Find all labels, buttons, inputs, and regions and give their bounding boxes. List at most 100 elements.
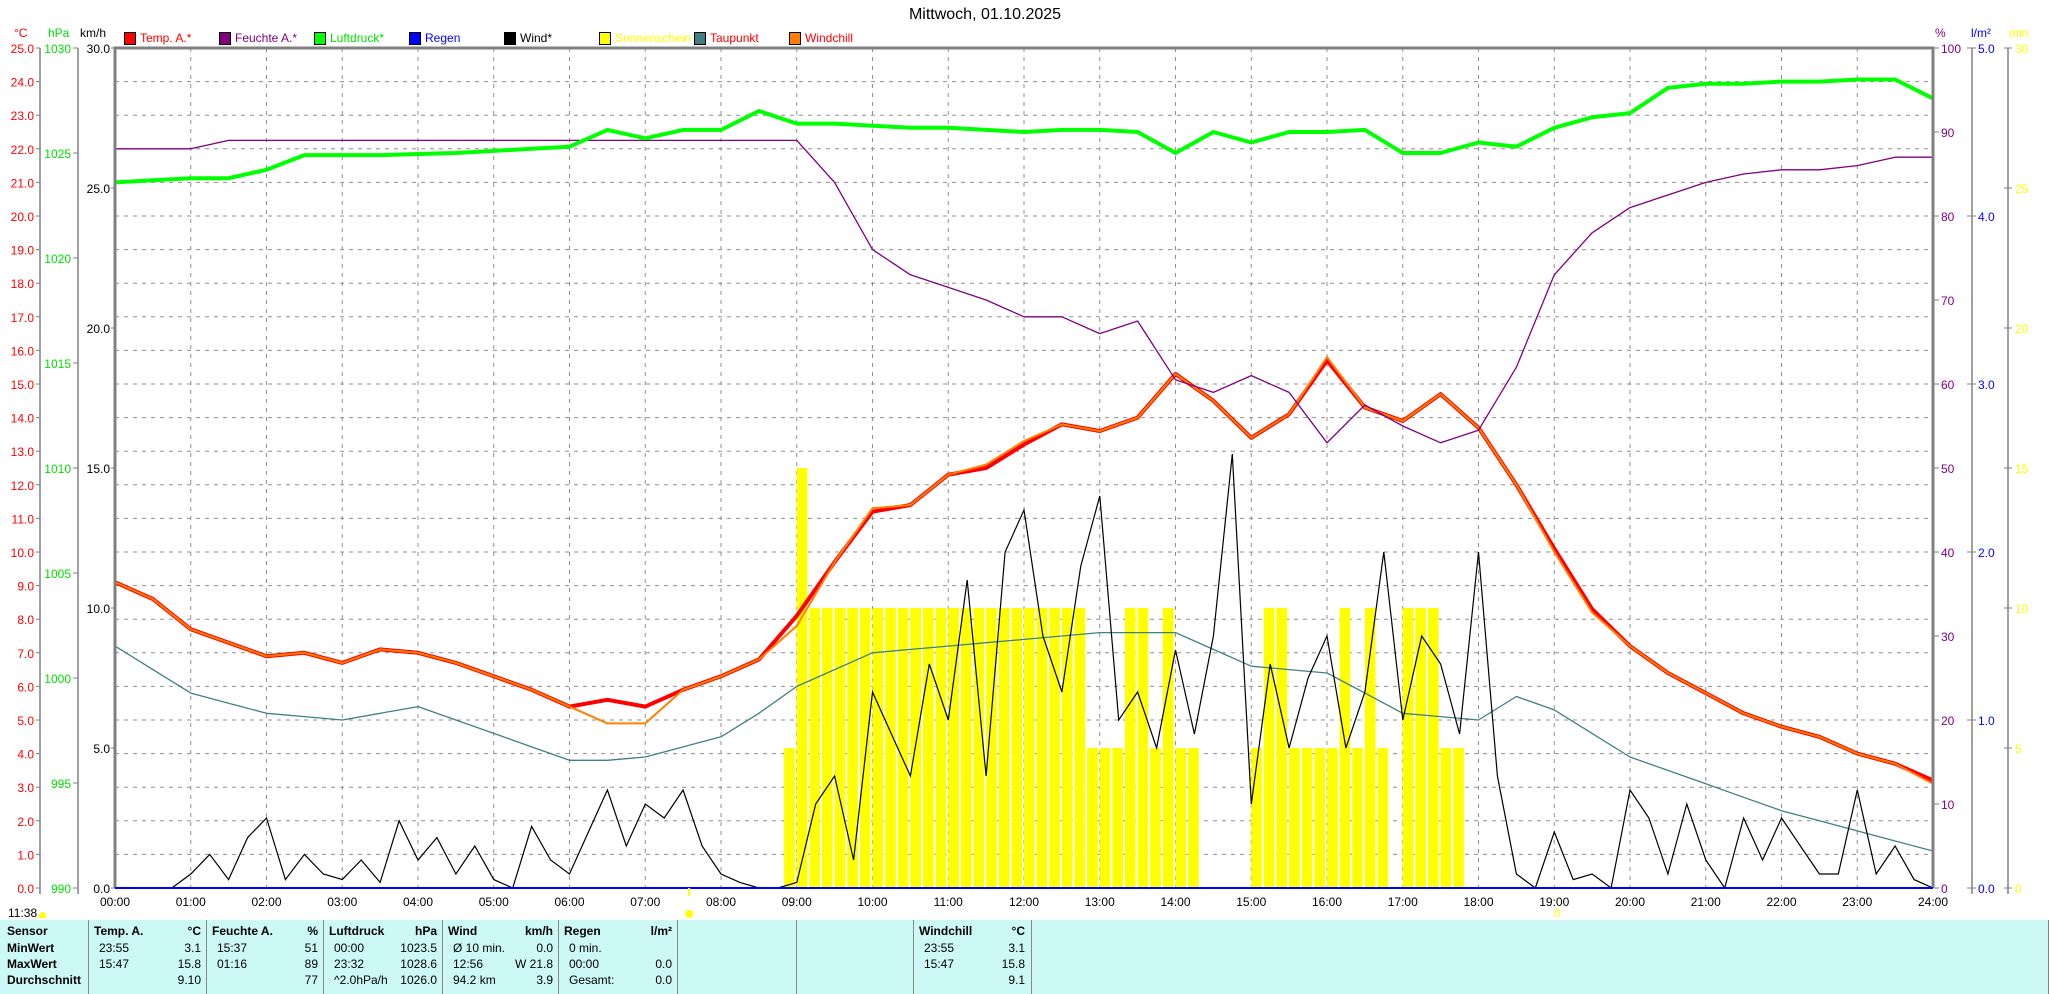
sunshine-bar <box>847 608 858 888</box>
sunshine-bar <box>1263 608 1275 888</box>
temp-tick-label: 11.0 <box>12 512 35 526</box>
row-label: MaxWert <box>7 957 57 971</box>
legend-item: Feuchte A.* <box>219 31 297 45</box>
sunset-icon <box>1554 909 1560 917</box>
stat-time: ^2.0hPa/h <box>334 973 388 987</box>
stat-value: 3.9 <box>536 973 553 987</box>
temp-tick-label: 8.0 <box>17 613 34 627</box>
x-tick-label: 22:00 <box>1766 895 1796 909</box>
sun-unit-label: min <box>2009 26 2029 40</box>
temp-tick-label: 24.0 <box>11 76 35 90</box>
column-header: Luftdruck <box>329 924 385 938</box>
temp-tick-label: 6.0 <box>17 680 34 694</box>
legend-label: Windchill <box>805 31 854 45</box>
sunshine-bar <box>1137 608 1149 888</box>
x-tick-label: 02:00 <box>251 895 281 909</box>
rain-tick-label: 4.0 <box>1978 210 1995 224</box>
humidity-tick-label: 0 <box>1941 882 1948 896</box>
pressure-tick-label: 1030 <box>44 42 71 56</box>
sunshine-bar <box>973 608 985 888</box>
series-line-luftdruck <box>114 77 1934 185</box>
temp-tick-label: 12.0 <box>11 479 35 493</box>
temp-tick-label: 22.0 <box>11 143 35 157</box>
sunshine-bar <box>872 608 884 888</box>
x-tick-label: 06:00 <box>554 895 584 909</box>
temp-tick-label: 14.0 <box>11 412 35 426</box>
stat-time: 00:00 <box>334 941 365 955</box>
temp-tick-label: 7.0 <box>17 647 34 661</box>
stat-time: Ø 10 min. <box>453 941 506 955</box>
legend-item: Regen <box>409 31 460 45</box>
legend-label: Taupunkt <box>710 31 759 45</box>
sunshine-bar <box>1150 748 1161 888</box>
wind-tick-label: 20.0 <box>87 322 111 336</box>
x-tick-label: 11:00 <box>934 895 963 909</box>
x-tick-label: 04:00 <box>403 895 433 909</box>
series-line-feuchte-a <box>115 139 1933 444</box>
sunshine-bar <box>885 608 896 888</box>
column-header: Feuchte A. <box>212 924 273 938</box>
pressure-tick-label: 990 <box>51 882 71 896</box>
wind-tick-label: 0.0 <box>93 882 110 896</box>
column-header: Temp. A. <box>94 924 144 938</box>
stats-table: Sensor MinWert MaxWert Durchschnitt Temp. A.… <box>0 920 2049 994</box>
temp-tick-label: 17.0 <box>11 311 35 325</box>
rain-tick-label: 1.0 <box>1978 714 1995 728</box>
sunshine-bar <box>948 608 959 888</box>
stat-time: 12:56 <box>453 957 484 971</box>
legend-label: Feuchte A.* <box>235 31 298 45</box>
series-line-taupunkt <box>114 631 1934 852</box>
sunshine-bar <box>1036 608 1048 888</box>
pressure-tick-label: 1005 <box>44 567 71 581</box>
humidity-tick-label: 80 <box>1941 210 1955 224</box>
stats-column <box>796 920 914 994</box>
sunshine-bar <box>1402 608 1414 888</box>
stats-column: Wind km/h Ø 10 min. 0.0 12:56 W 21.8 94.2 km 3.… <box>442 920 559 994</box>
temp-tick-label: 25.0 <box>11 42 35 56</box>
temp-tick-label: 0.0 <box>17 882 34 896</box>
rain-tick-label: 3.0 <box>1978 378 1995 392</box>
temp-tick-label: 21.0 <box>11 176 35 190</box>
x-tick-label: 07:00 <box>630 895 660 909</box>
x-tick-label: 19:00 <box>1539 895 1569 909</box>
humidity-tick-label: 100 <box>1941 42 1961 56</box>
stat-value: 15.8 <box>1001 957 1025 971</box>
x-tick-label: 13:00 <box>1085 895 1115 909</box>
temp-tick-label: 20.0 <box>11 210 35 224</box>
stat-value: 77 <box>304 973 318 987</box>
sun-tick-label: 10 <box>2015 602 2029 616</box>
sunshine-bar <box>1011 608 1022 888</box>
column-unit: °C <box>187 924 201 938</box>
day-length: 11:38 <box>8 906 47 920</box>
sunshine-bar <box>1276 608 1288 888</box>
legend-item: Temp. A.* <box>124 31 191 45</box>
x-tick-label: 24:00 <box>1918 895 1948 909</box>
temp-tick-label: 16.0 <box>11 344 35 358</box>
column-header: Regen <box>564 924 601 938</box>
stat-value: 0.0 <box>536 941 553 955</box>
row-label: Durchschnitt <box>7 973 82 987</box>
sunshine-bar <box>859 608 871 888</box>
sunshine-bar <box>1175 748 1187 888</box>
humidity-tick-label: 90 <box>1941 126 1955 140</box>
sunshine-bar <box>998 608 1010 888</box>
temp-tick-label: 10.0 <box>11 546 35 560</box>
wind-tick-label: 5.0 <box>93 742 110 756</box>
row-label: MinWert <box>7 941 55 955</box>
stats-column: Feuchte A.% 15:37 51 01:16 89 77 <box>206 920 324 994</box>
stat-time: 01:16 <box>217 957 248 971</box>
legend-swatch <box>314 31 326 45</box>
x-tick-label: 23:00 <box>1842 895 1872 909</box>
stat-time: 23:55 <box>99 941 130 955</box>
legend-item: Windchill <box>789 31 853 45</box>
sunshine-bar <box>1377 748 1389 888</box>
stat-time: 23:55 <box>924 941 955 955</box>
stat-value: 9.10 <box>177 973 201 987</box>
temp-tick-label: 19.0 <box>11 244 35 258</box>
pressure-tick-label: 1020 <box>44 252 71 266</box>
pressure-tick-label: 1000 <box>44 672 71 686</box>
stat-value: 3.1 <box>184 941 201 955</box>
x-tick-label: 03:00 <box>327 895 357 909</box>
x-tick-label: 17:00 <box>1388 895 1418 909</box>
sunshine-bar <box>1301 748 1313 888</box>
